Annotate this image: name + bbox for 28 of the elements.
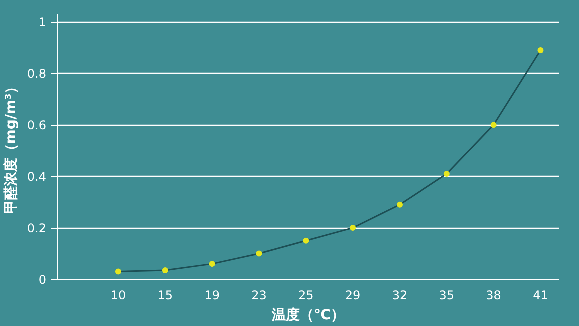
x-tick-label: 23	[252, 288, 267, 302]
x-tick-label: 29	[345, 288, 361, 302]
point	[115, 268, 122, 275]
point	[303, 238, 310, 244]
point	[396, 202, 403, 208]
x-tick-label: 19	[204, 288, 220, 302]
y-tick-label: 0.2	[27, 222, 47, 236]
x-tick-label: 10	[110, 288, 126, 302]
y-tick-label: 0.6	[27, 118, 47, 133]
point	[444, 171, 450, 178]
x-tick-label: 32	[392, 288, 408, 302]
point	[490, 122, 497, 128]
point	[209, 261, 216, 268]
x-tick-label: 25	[298, 288, 314, 302]
y-tick-label: 0	[38, 273, 47, 287]
y-tick-label: 1	[38, 16, 47, 30]
x-axis-title: 温度（℃）	[271, 306, 345, 324]
y-axis-title: 甲醛浓度（mg/m³）	[2, 80, 20, 214]
point	[538, 48, 544, 54]
x-tick-label: 35	[439, 288, 455, 302]
point	[162, 268, 168, 274]
y-tick-label: 0.8	[27, 67, 47, 82]
x-tick-label: 41	[533, 288, 548, 302]
x-tick-label: 38	[486, 288, 502, 302]
point	[350, 225, 356, 232]
point	[256, 250, 262, 257]
y-tick-label: 0.4	[27, 170, 47, 184]
x-tick-label: 15	[158, 288, 174, 302]
